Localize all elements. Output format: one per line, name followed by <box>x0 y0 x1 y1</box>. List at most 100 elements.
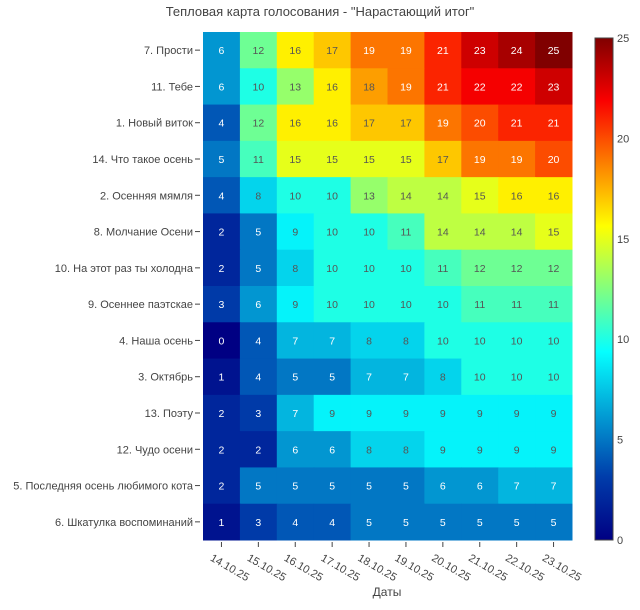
heatmap-cell <box>350 249 388 287</box>
cell-value-label: 22 <box>474 81 486 93</box>
heatmap-cell <box>203 104 241 142</box>
cell-value-label: 1 <box>219 372 225 384</box>
cell-value-label: 8 <box>440 372 446 384</box>
heatmap-cell <box>276 503 315 541</box>
cell-value-label: 5 <box>551 517 557 529</box>
heatmap-cell <box>350 503 388 541</box>
heatmap-cell <box>387 286 425 323</box>
heatmap-cell <box>203 140 241 178</box>
cell-value-label: 9 <box>440 408 446 420</box>
heatmap-cell <box>461 68 499 106</box>
heatmap-cell <box>203 467 241 505</box>
heatmap-cell <box>313 503 352 541</box>
cell-value-label: 17 <box>437 154 449 166</box>
heatmap-cell <box>498 32 536 69</box>
heatmap-cell <box>350 140 388 178</box>
cell-value-label: 19 <box>474 154 486 166</box>
cell-value-label: 9 <box>329 408 335 420</box>
cell-value-label: 14 <box>437 227 449 239</box>
cell-value-label: 17 <box>363 118 375 130</box>
cell-value-label: 6 <box>329 444 335 456</box>
cell-value-label: 5 <box>440 517 446 529</box>
cell-value-label: 20 <box>548 154 560 166</box>
cell-value-label: 10 <box>326 299 338 311</box>
cell-value-label: 15 <box>548 227 560 239</box>
heatmap-cell <box>535 503 573 541</box>
chart-title: Тепловая карта голосования - "Нарастающи… <box>166 4 475 19</box>
cell-value-label: 15 <box>326 154 338 166</box>
heatmap-cell <box>276 322 315 360</box>
cell-value-label: 10 <box>363 263 375 275</box>
cell-value-label: 2 <box>219 227 225 239</box>
heatmap-cell <box>276 467 315 505</box>
heatmap-cell <box>276 431 315 468</box>
cell-value-label: 9 <box>440 444 446 456</box>
heatmap-cell <box>387 177 425 214</box>
cell-value-label: 10 <box>511 372 523 384</box>
heatmap-cell <box>276 140 315 178</box>
heatmap-cell <box>387 322 425 360</box>
cell-value-label: 19 <box>437 118 449 130</box>
cell-value-label: 7 <box>292 408 298 420</box>
cell-value-label: 9 <box>551 444 557 456</box>
cell-value-label: 12 <box>253 45 265 57</box>
cell-value-label: 11 <box>400 227 411 239</box>
heatmap-cell <box>239 32 278 69</box>
heatmap-cell <box>387 431 425 468</box>
heatmap-cell <box>498 503 536 541</box>
heatmap-cell <box>276 68 315 106</box>
y-tick-label: 10. На этот раз ты холодна <box>55 263 194 275</box>
heatmap-cell <box>498 213 536 251</box>
heatmap-cell <box>350 32 388 69</box>
heatmap-cell <box>498 467 536 505</box>
cell-value-label: 23 <box>548 81 560 93</box>
cell-value-label: 5 <box>514 517 520 529</box>
heatmap-cell <box>498 358 536 396</box>
heatmap-cell <box>461 140 499 178</box>
cell-value-label: 8 <box>366 335 372 347</box>
y-tick-label: 1. Новый виток <box>116 118 193 130</box>
cell-value-label: 10 <box>326 227 338 239</box>
cell-value-label: 8 <box>403 335 409 347</box>
heatmap-cell <box>498 140 536 178</box>
heatmap-cell <box>313 104 352 142</box>
heatmap-cell <box>461 32 499 69</box>
heatmap-cell <box>461 213 499 251</box>
heatmap-cell <box>203 177 241 214</box>
heatmap-cell <box>424 249 462 287</box>
y-tick-label: 14. Что такое осень <box>92 154 193 166</box>
x-tick-label: 16.10.25 <box>282 552 325 584</box>
heatmap-cell <box>424 286 462 323</box>
colorbar-tick-label: 0 <box>617 535 623 547</box>
cell-value-label: 14 <box>511 227 523 239</box>
y-tick-label: 2. Осенняя мямля <box>100 190 193 202</box>
heatmap-cell <box>350 431 388 468</box>
heatmap-cell <box>424 68 462 106</box>
heatmap-cell <box>387 467 425 505</box>
cell-value-label: 10 <box>437 299 449 311</box>
y-tick-label: 12. Чудо осени <box>117 444 193 456</box>
heatmap-cell <box>535 467 573 505</box>
cell-value-label: 5 <box>403 481 409 493</box>
heatmap-cell <box>424 32 462 69</box>
heatmap-cell <box>313 213 352 251</box>
heatmap-cell <box>276 213 315 251</box>
heatmap-cell <box>203 249 241 287</box>
heatmap-cell <box>350 177 388 214</box>
cell-value-label: 8 <box>292 263 298 275</box>
cell-value-label: 13 <box>363 190 375 202</box>
heatmap-cell <box>535 32 573 69</box>
cell-value-label: 5 <box>403 517 409 529</box>
heatmap-cell <box>387 32 425 69</box>
cell-value-label: 11 <box>253 154 264 166</box>
cell-value-label: 15 <box>363 154 375 166</box>
heatmap-cell <box>424 177 462 214</box>
cell-value-label: 9 <box>551 408 557 420</box>
heatmap-cell <box>313 249 352 287</box>
heatmap-cell <box>276 104 315 142</box>
heatmap-cell <box>535 213 573 251</box>
heatmap-cell <box>424 213 462 251</box>
cell-value-label: 0 <box>219 335 225 347</box>
cell-value-label: 5 <box>292 372 298 384</box>
